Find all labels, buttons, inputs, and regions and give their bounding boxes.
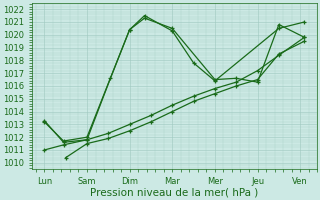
X-axis label: Pression niveau de la mer( hPa ): Pression niveau de la mer( hPa ) [90, 187, 259, 197]
